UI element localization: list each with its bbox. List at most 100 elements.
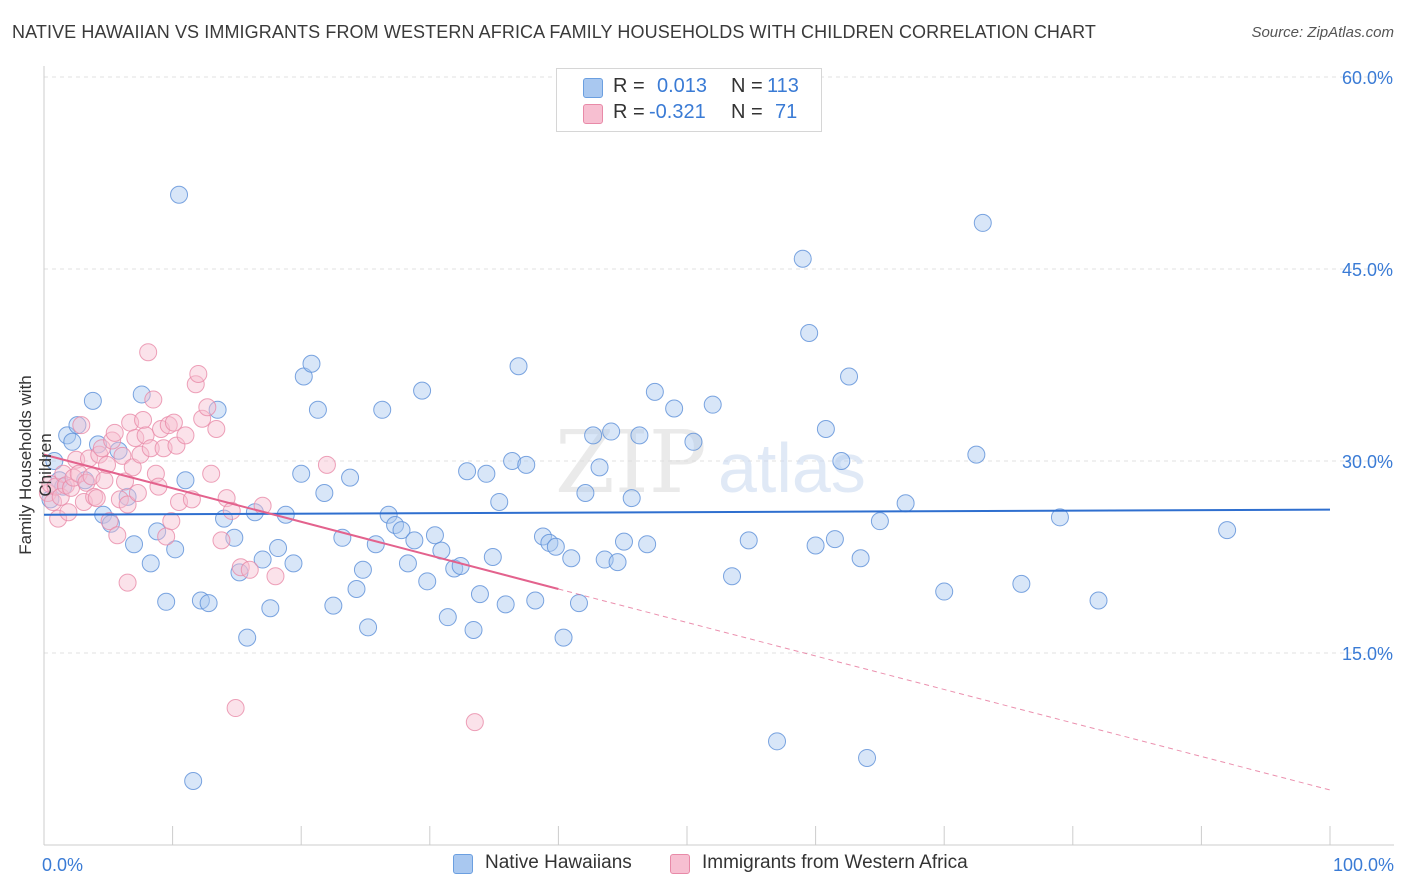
watermark-zip: ZIP xyxy=(555,413,707,513)
point-native-hawaiians xyxy=(723,567,742,586)
watermark: ZIP atlas xyxy=(555,413,866,513)
point-native-hawaiians xyxy=(935,582,954,601)
point-native-hawaiians xyxy=(703,395,722,414)
point-native-hawaiians xyxy=(366,535,385,554)
point-immigrants xyxy=(144,390,163,409)
point-native-hawaiians xyxy=(793,249,812,268)
trend-line-native-hawaiians xyxy=(43,508,1331,516)
point-native-hawaiians xyxy=(477,464,496,483)
point-native-hawaiians xyxy=(425,526,444,545)
point-immigrants xyxy=(240,560,259,579)
trend-line-immigrants-extension xyxy=(558,588,1331,791)
y-tick-label: 15.0% xyxy=(1342,644,1393,664)
point-native-hawaiians xyxy=(614,532,633,551)
point-native-hawaiians xyxy=(302,354,321,373)
point-native-hawaiians xyxy=(858,748,877,767)
point-immigrants xyxy=(212,531,231,550)
point-immigrants xyxy=(118,573,137,592)
point-native-hawaiians xyxy=(554,628,573,647)
point-immigrants xyxy=(100,512,119,531)
point-native-hawaiians xyxy=(1218,521,1237,540)
tick-labels: 15.0% 30.0% 45.0% 60.0% 0.0% 100.0% xyxy=(42,68,1394,875)
point-immigrants xyxy=(54,464,73,483)
point-native-hawaiians xyxy=(405,531,424,550)
point-native-hawaiians xyxy=(483,548,502,566)
point-immigrants xyxy=(51,487,70,506)
point-native-hawaiians xyxy=(418,572,437,591)
point-immigrants xyxy=(128,484,147,502)
point-immigrants xyxy=(465,713,484,732)
point-native-hawaiians xyxy=(157,592,176,611)
point-native-hawaiians xyxy=(353,560,372,579)
point-native-hawaiians xyxy=(496,595,515,614)
point-native-hawaiians xyxy=(132,385,151,404)
point-immigrants xyxy=(193,409,212,428)
point-immigrants xyxy=(198,398,217,417)
legend-n-value: 113 xyxy=(767,75,799,97)
point-native-hawaiians xyxy=(638,535,657,554)
point-native-hawaiians xyxy=(806,536,825,555)
legend-swatch-blue xyxy=(583,78,603,98)
legend-r-value: 0.013 xyxy=(657,75,708,97)
point-native-hawaiians xyxy=(739,531,758,550)
point-immigrants xyxy=(134,411,153,430)
point-immigrants xyxy=(186,375,205,394)
point-immigrants xyxy=(72,416,91,435)
point-native-hawaiians xyxy=(392,521,411,540)
watermark-atlas: atlas xyxy=(718,429,866,507)
point-native-hawaiians xyxy=(1012,574,1031,593)
legend-label: Immigrants from Western Africa xyxy=(702,852,968,873)
point-immigrants xyxy=(95,471,114,490)
point-immigrants xyxy=(162,512,181,531)
point-native-hawaiians xyxy=(569,594,588,613)
point-native-hawaiians xyxy=(253,550,272,569)
point-native-hawaiians xyxy=(359,618,378,637)
source-label: Source: ZipAtlas.com xyxy=(1251,24,1394,41)
point-immigrants xyxy=(108,526,127,545)
point-native-hawaiians xyxy=(684,432,703,451)
point-native-hawaiians xyxy=(602,422,621,441)
point-native-hawaiians xyxy=(315,484,334,502)
point-immigrants xyxy=(164,413,183,432)
point-native-hawaiians xyxy=(590,458,609,477)
chart-title: NATIVE HAWAIIAN VS IMMIGRANTS FROM WESTE… xyxy=(12,22,1097,42)
trend-lines xyxy=(43,453,1331,791)
point-native-hawaiians xyxy=(470,585,489,604)
point-native-hawaiians xyxy=(379,505,398,524)
point-native-hawaiians xyxy=(269,539,288,558)
point-native-hawaiians xyxy=(373,400,392,419)
point-native-hawaiians xyxy=(141,554,160,573)
point-native-hawaiians xyxy=(800,324,819,342)
point-native-hawaiians xyxy=(176,471,195,490)
point-native-hawaiians xyxy=(622,489,641,508)
point-immigrants xyxy=(105,423,124,442)
point-native-hawaiians xyxy=(851,549,870,568)
point-native-hawaiians xyxy=(398,554,417,573)
point-native-hawaiians xyxy=(576,484,595,502)
legend-swatch-blue xyxy=(453,854,473,874)
point-immigrants xyxy=(167,436,186,455)
legend-n-value: 71 xyxy=(775,101,798,123)
legend-r-label: R = xyxy=(613,101,645,123)
y-axis-label: Family Households with Children xyxy=(16,375,55,555)
point-native-hawaiians xyxy=(341,468,360,487)
legend-swatch-pink xyxy=(670,854,690,874)
point-immigrants xyxy=(222,501,241,520)
trend-line-immigrants xyxy=(43,453,559,590)
point-immigrants xyxy=(92,439,111,458)
legend-r-label: R = xyxy=(613,75,645,97)
point-immigrants xyxy=(317,455,336,474)
point-native-hawaiians xyxy=(347,580,366,598)
point-native-hawaiians xyxy=(825,530,844,549)
point-native-hawaiians xyxy=(584,426,603,445)
point-native-hawaiians xyxy=(546,537,565,556)
point-native-hawaiians xyxy=(292,464,311,483)
point-native-hawaiians xyxy=(148,522,167,541)
point-native-hawaiians xyxy=(490,492,509,511)
point-native-hawaiians xyxy=(438,608,457,627)
point-native-hawaiians xyxy=(125,535,144,554)
point-native-hawaiians xyxy=(83,391,102,410)
point-native-hawaiians xyxy=(238,628,257,647)
point-native-hawaiians xyxy=(562,549,581,568)
